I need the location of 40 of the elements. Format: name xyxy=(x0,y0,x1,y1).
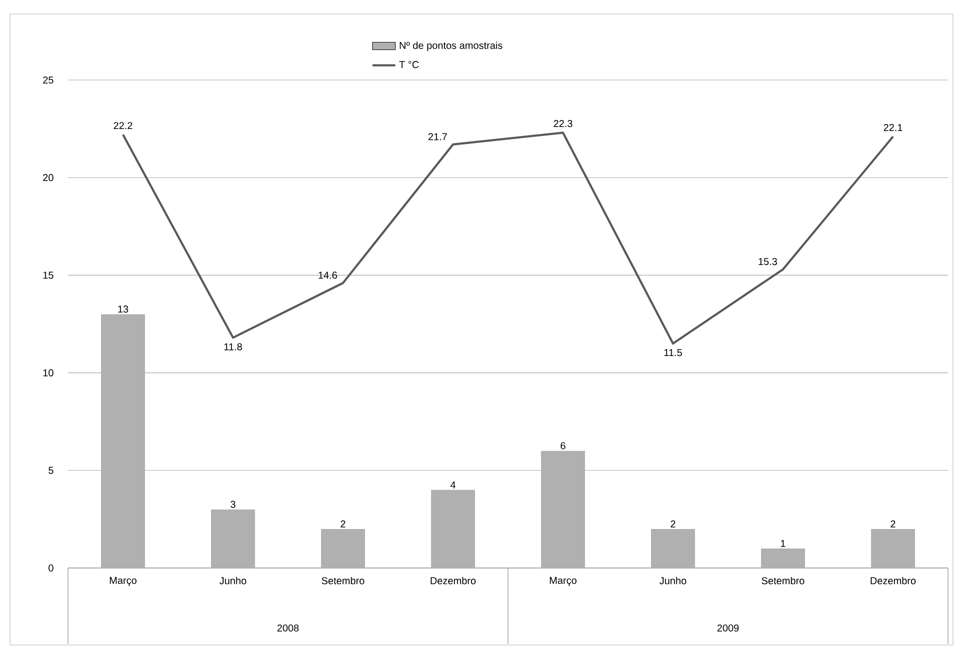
data-label: 1 xyxy=(780,540,786,547)
data-label: 14.6 xyxy=(318,272,337,279)
bar xyxy=(431,490,476,568)
x-tick-label: Setembro xyxy=(322,576,364,584)
data-label: 11.8 xyxy=(224,343,242,350)
x-tick-label: Março xyxy=(550,576,576,586)
x-tick-label: Junho xyxy=(660,576,686,584)
y-tick-label: 5 xyxy=(48,466,54,474)
x-tick-label: Junho xyxy=(220,576,246,584)
bar xyxy=(871,528,916,568)
y-tick-label: 15 xyxy=(43,272,54,279)
data-label: 22.3 xyxy=(554,120,572,128)
y-tick-label: 0 xyxy=(48,564,54,572)
bar xyxy=(321,528,366,568)
legend-label: T °C xyxy=(399,61,419,68)
data-label: 15.3 xyxy=(758,258,777,266)
legend-label: Nº de pontos amostrais xyxy=(400,42,502,51)
data-label: 4 xyxy=(450,481,456,488)
bar xyxy=(651,528,696,568)
text: 2008 xyxy=(277,624,299,632)
x-tick-label: Setembro xyxy=(762,576,804,584)
x-tick-label: Dezembro xyxy=(870,576,916,584)
data-label: 13 xyxy=(118,306,128,313)
data-label: 21.7 xyxy=(428,133,447,140)
data-label: 22.2 xyxy=(114,122,132,130)
bar xyxy=(761,548,806,568)
y-tick-label: 25 xyxy=(43,76,54,84)
data-label: 2 xyxy=(890,520,896,528)
data-label: 6 xyxy=(560,442,566,450)
data-label: 3 xyxy=(230,500,236,508)
data-label: 2 xyxy=(670,520,676,528)
bar xyxy=(211,509,256,568)
x-tick-label: Dezembro xyxy=(430,576,476,584)
x-tick-label: Março xyxy=(110,576,136,586)
data-label: 22.1 xyxy=(884,124,902,132)
y-tick-label: 20 xyxy=(43,174,54,182)
data-label: 11.5 xyxy=(664,349,682,356)
text: 2009 xyxy=(717,624,739,632)
y-tick-label: 10 xyxy=(43,369,54,376)
data-label: 2 xyxy=(340,520,346,528)
